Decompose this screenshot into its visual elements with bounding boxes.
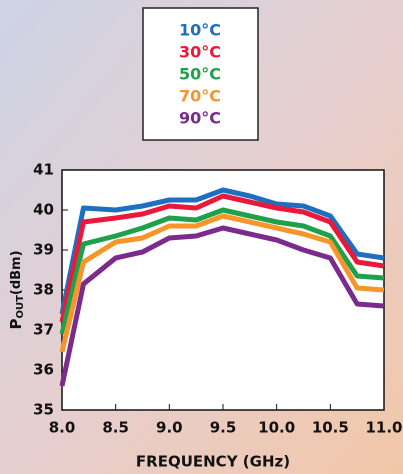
x-tick-label: 9.0 [156, 419, 183, 437]
series-line [59, 193, 385, 323]
y-tick-label: 39 [33, 241, 54, 259]
x-tick-label: 10.0 [258, 419, 295, 437]
y-tick-label: 35 [33, 401, 54, 419]
y-tick-label: 36 [33, 361, 54, 379]
y-tick-label: 38 [33, 281, 54, 299]
x-tick-label: 8.0 [49, 419, 76, 437]
plot-area [61, 169, 385, 411]
x-tick-label: 8.5 [102, 419, 129, 437]
y-axis-label: POUT(dBm) [7, 250, 27, 329]
legend-label: 50°C [179, 65, 221, 84]
x-tick-label: 10.5 [312, 419, 349, 437]
y-tick-label: 40 [33, 201, 54, 219]
series-line [59, 187, 385, 315]
x-axis-label: FREQUENCY (GHz) [136, 453, 290, 471]
legend-label: 30°C [179, 43, 221, 62]
legend-label: 10°C [179, 21, 221, 40]
y-tick-label: 41 [33, 161, 54, 179]
series-line [59, 225, 385, 387]
x-tick-label: 11.0 [365, 419, 402, 437]
x-tick-label: 9.5 [210, 419, 237, 437]
legend-box [142, 7, 259, 141]
legend-label: 70°C [179, 87, 221, 106]
series-line [59, 213, 385, 353]
series-line [59, 207, 385, 335]
legend-label: 90°C [179, 109, 221, 128]
y-tick-label: 37 [33, 321, 54, 339]
